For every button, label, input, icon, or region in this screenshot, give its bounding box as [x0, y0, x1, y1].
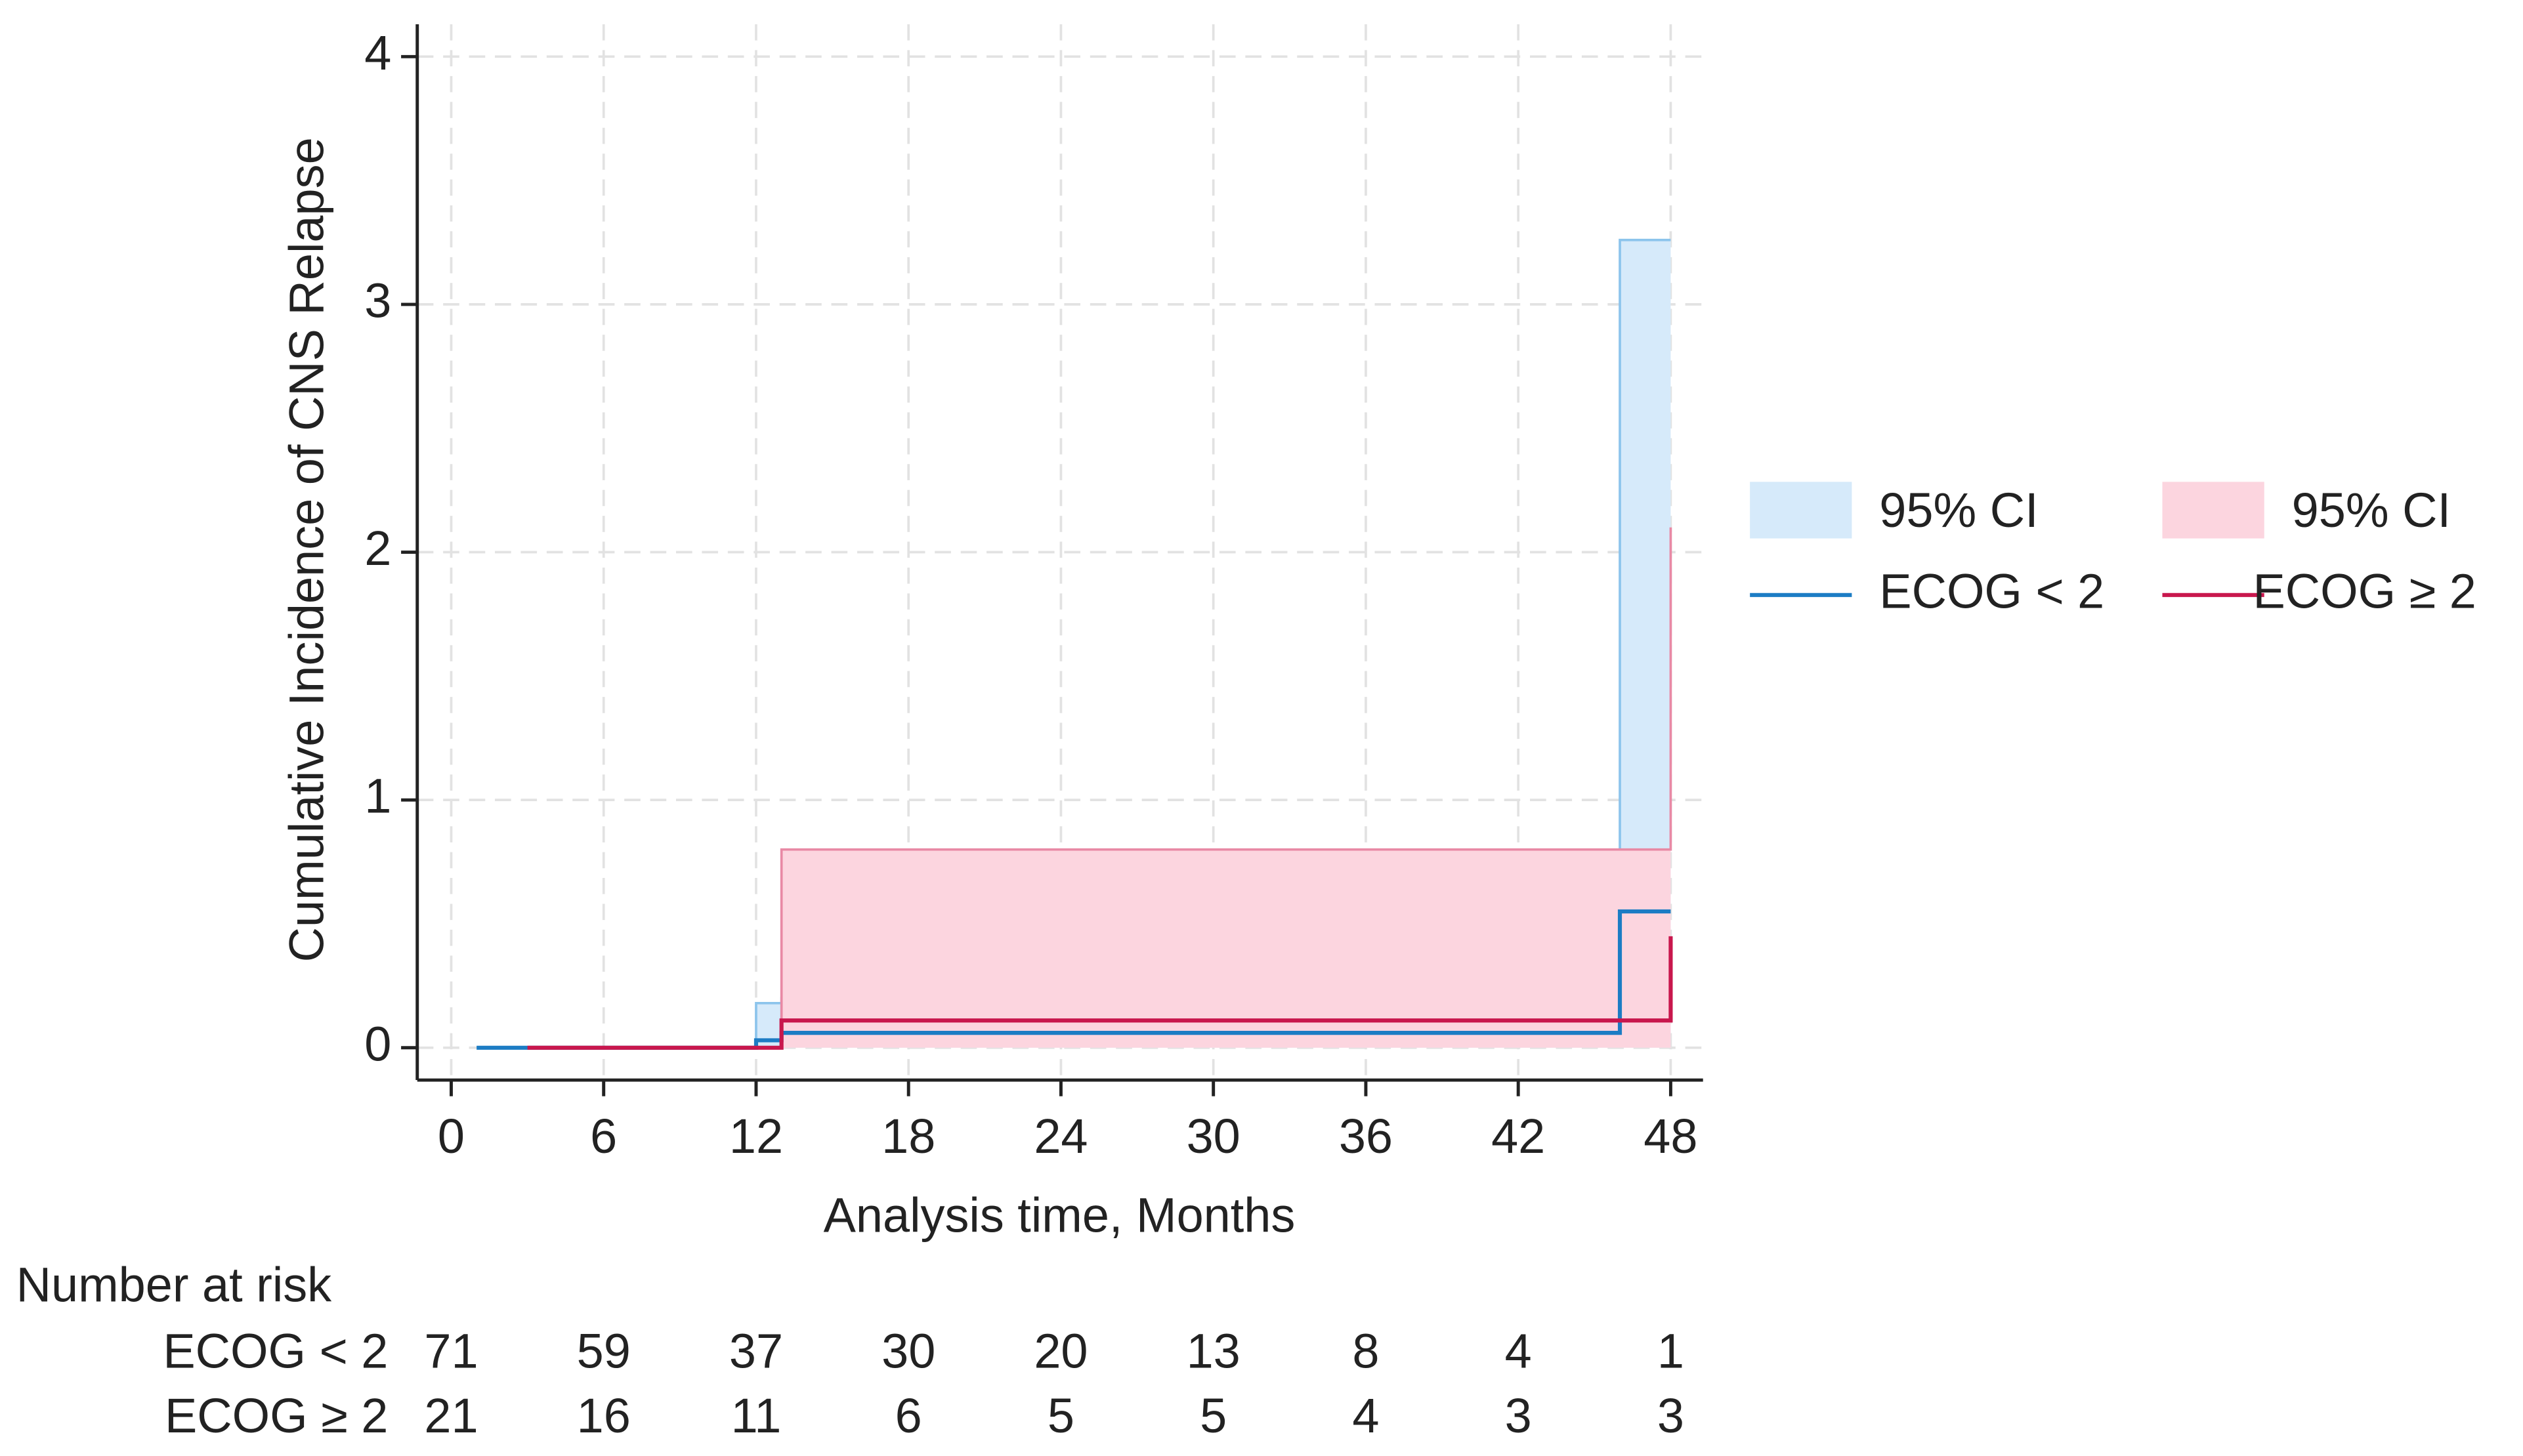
x-tick-label: 12: [729, 1109, 783, 1163]
x-axis-title: Analysis time, Months: [824, 1188, 1296, 1243]
legend-label: 95% CI: [1879, 483, 2038, 537]
x-tick-label: 6: [590, 1109, 617, 1163]
x-tick-label: 42: [1491, 1109, 1545, 1163]
risk-count: 11: [731, 1388, 782, 1443]
legend-swatch: [1750, 482, 1852, 539]
risk-count: 8: [1352, 1323, 1379, 1378]
ci-band: [527, 527, 1671, 1048]
risk-count: 5: [1048, 1388, 1074, 1443]
risk-count: 4: [1505, 1323, 1532, 1378]
x-tick-label: 48: [1643, 1109, 1697, 1163]
risk-count: 20: [1034, 1323, 1088, 1378]
y-tick-label: 0: [364, 1016, 391, 1071]
x-tick-label: 0: [438, 1109, 465, 1163]
risk-count: 30: [881, 1323, 935, 1378]
y-tick-label: 2: [364, 521, 391, 575]
y-tick-label: 3: [364, 273, 391, 327]
risk-count: 1: [1657, 1323, 1684, 1378]
risk-count: 37: [729, 1323, 783, 1378]
legend-label: ECOG ≥ 2: [2253, 564, 2476, 618]
risk-row-label: ECOG < 2: [163, 1323, 388, 1378]
legend-swatch: [2162, 482, 2264, 539]
x-tick-label: 24: [1034, 1109, 1088, 1163]
legend-label: 95% CI: [2292, 483, 2451, 537]
x-tick-label: 30: [1187, 1109, 1240, 1163]
x-tick-label: 36: [1339, 1109, 1393, 1163]
risk-count: 3: [1505, 1388, 1532, 1443]
legend-label: ECOG < 2: [1879, 564, 2104, 618]
y-axis-title: Cumulative Incidence of CNS Relapse: [280, 137, 334, 962]
risk-count: 6: [895, 1388, 922, 1443]
risk-count: 5: [1200, 1388, 1227, 1443]
y-tick-label: 1: [364, 769, 391, 823]
risk-table-title: Number at risk: [16, 1257, 333, 1312]
risk-count: 16: [577, 1388, 631, 1443]
risk-count: 21: [424, 1388, 478, 1443]
x-tick-label: 18: [881, 1109, 935, 1163]
risk-count: 59: [577, 1323, 631, 1378]
risk-count: 3: [1657, 1388, 1684, 1443]
risk-row-label: ECOG ≥ 2: [165, 1388, 388, 1443]
risk-count: 71: [424, 1323, 478, 1378]
risk-count: 4: [1352, 1388, 1379, 1443]
step-line: [527, 936, 1673, 1050]
risk-count: 13: [1187, 1323, 1240, 1378]
y-tick-label: 4: [364, 26, 391, 80]
